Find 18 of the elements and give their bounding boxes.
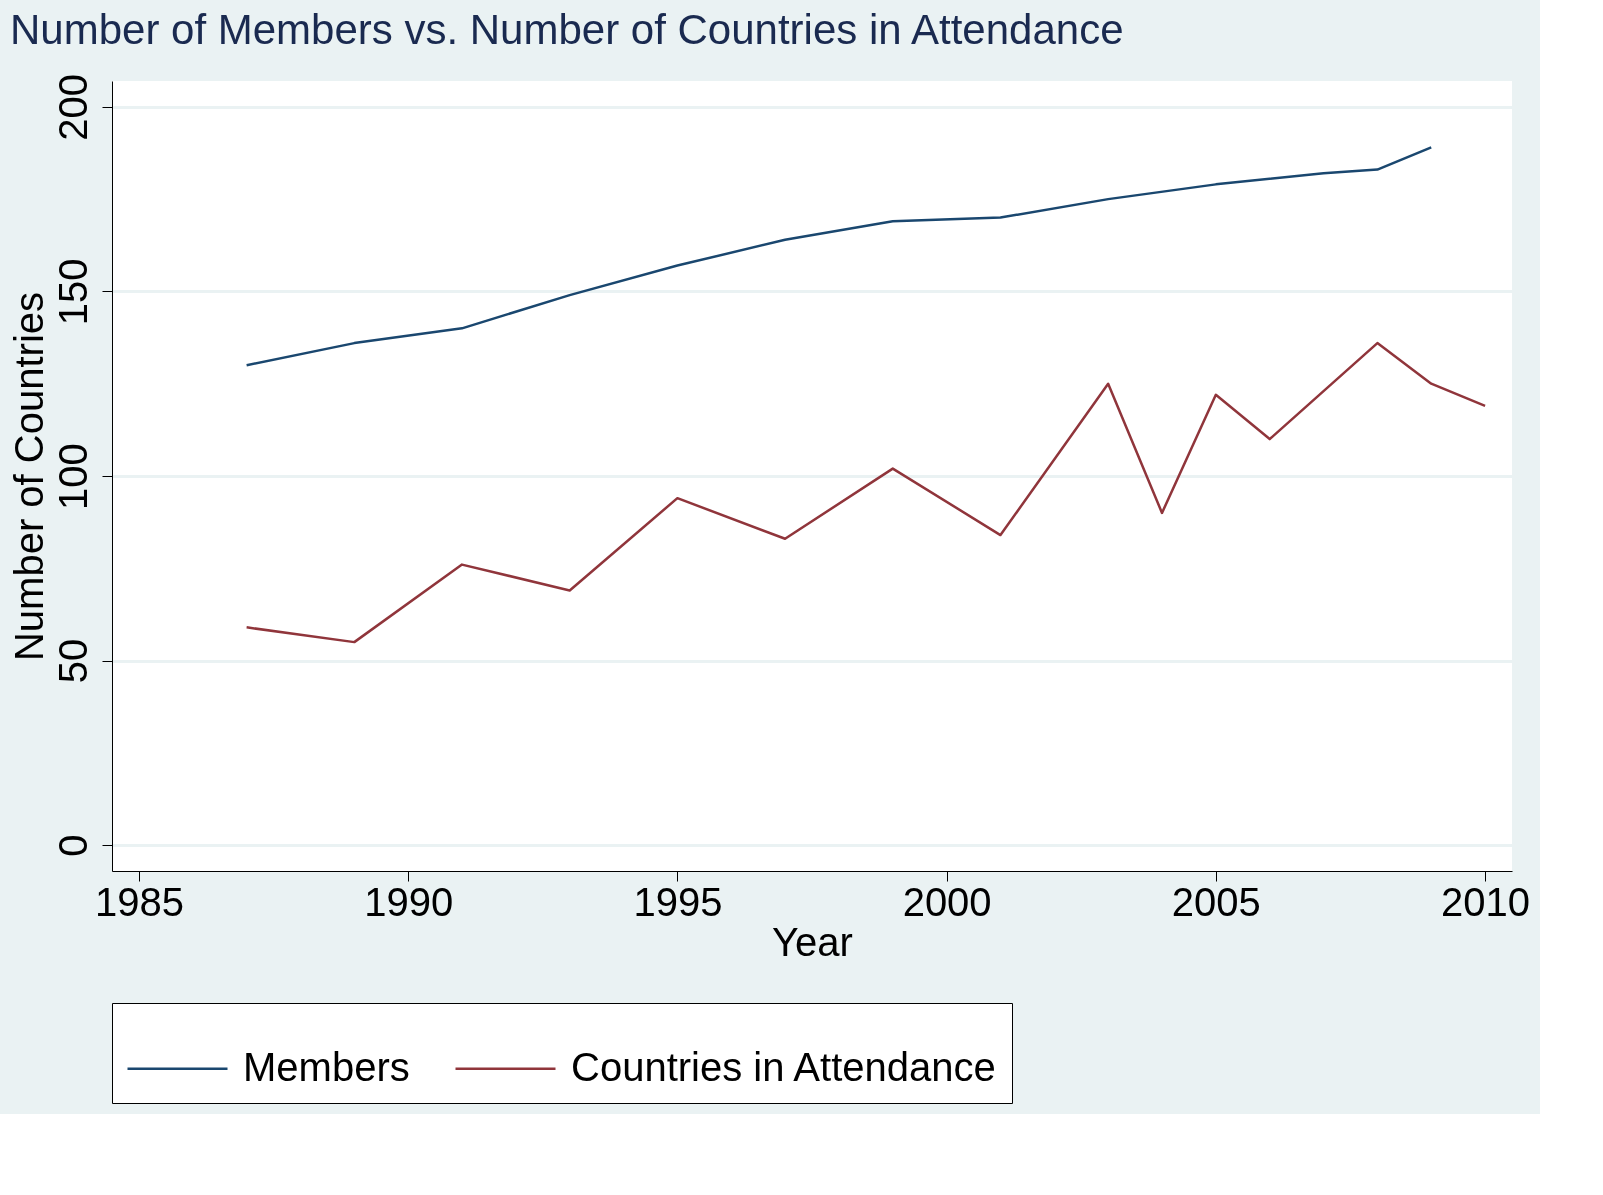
- x-tick-label: 2005: [1171, 879, 1261, 924]
- x-tick-label: 2010: [1441, 879, 1531, 924]
- y-tick-label: 200: [50, 73, 95, 141]
- line-series: [245, 341, 1487, 644]
- legend-label: Countries in Attendance: [571, 1044, 996, 1089]
- y-tick-label: 0: [50, 834, 95, 857]
- x-tick-label: 2000: [902, 879, 992, 924]
- y-tick-label: 50: [50, 638, 95, 684]
- x-tick-label: 1985: [94, 879, 184, 924]
- x-axis-title: Year: [772, 919, 853, 964]
- x-tick-label: 1995: [633, 879, 723, 924]
- y-axis-title: Number of Countries: [6, 291, 51, 662]
- line-series: [245, 146, 1433, 367]
- x-tick-label: 1990: [364, 879, 454, 924]
- y-tick-label: 100: [50, 443, 95, 510]
- legend-label: Members: [243, 1044, 410, 1089]
- y-tick-label: 150: [50, 258, 95, 326]
- chart-title: Number of Members vs. Number of Countries in Attendance: [10, 6, 1124, 54]
